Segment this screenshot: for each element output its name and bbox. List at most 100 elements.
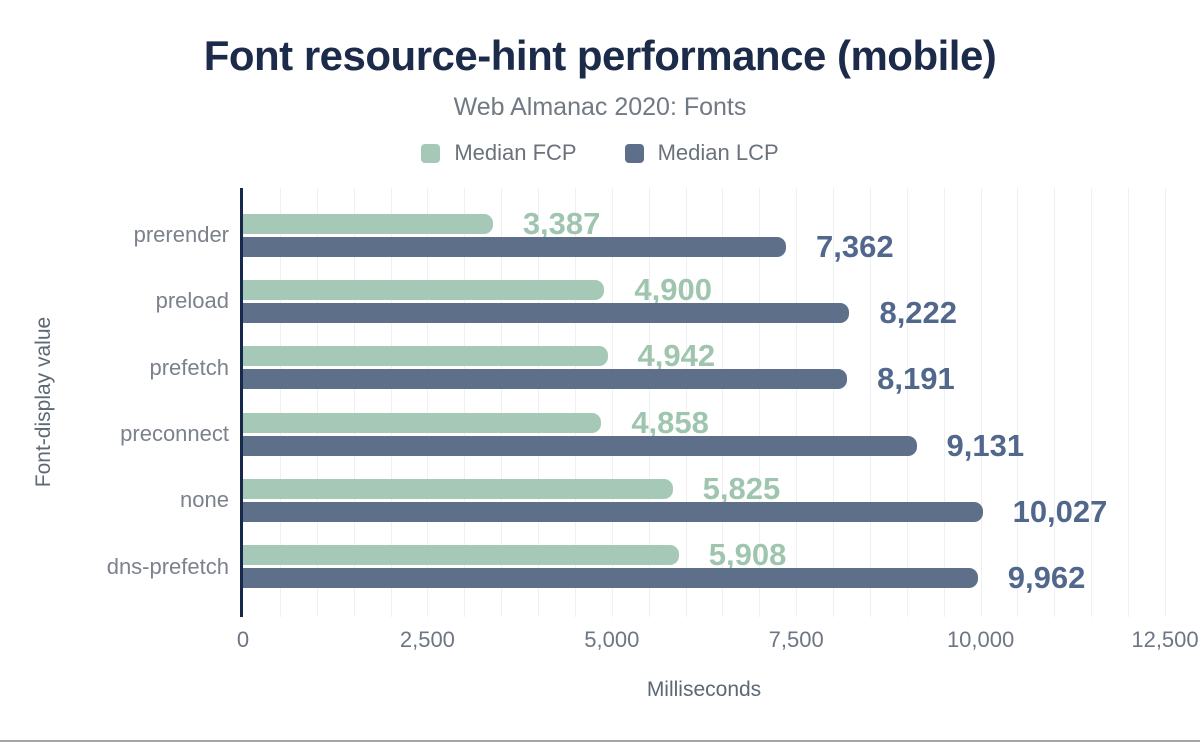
gridline — [943, 188, 945, 617]
chart-subtitle: Web Almanac 2020: Fonts — [453, 93, 747, 121]
value-label: 5,825 — [702, 470, 781, 506]
value-label: 9,962 — [1007, 560, 1086, 596]
gridline — [1091, 188, 1093, 617]
value-label: 7,362 — [816, 228, 894, 264]
bar-pair: 3,387 7,362 — [243, 206, 1165, 264]
bar-rows: prerender 3,387 7,362 preload 4,900 8,222 pref… — [107, 188, 1165, 617]
category-label: prefetch — [149, 354, 230, 380]
bar-track: 5,908 — [243, 537, 1165, 572]
gridline — [722, 188, 724, 617]
x-tick-label: 7,500 — [768, 627, 824, 652]
legend-label-fcp: Median FCP — [454, 140, 577, 165]
bar-pair: 4,900 8,222 — [243, 272, 1165, 330]
value-label: 10,027 — [1012, 493, 1108, 529]
gridline — [1165, 188, 1166, 617]
bar-median-fcp[interactable] — [243, 213, 493, 234]
y-axis-line — [240, 188, 243, 617]
bar-track: 7,362 — [243, 229, 1165, 264]
value-label: 4,858 — [631, 404, 709, 440]
legend-item-median-lcp: Median LCP — [624, 140, 779, 166]
gridline — [869, 188, 871, 617]
bar-group-preload: preload 4,900 8,222 — [156, 268, 1165, 334]
value-label: 4,900 — [634, 271, 712, 307]
gridline — [833, 188, 835, 617]
bar-track: 9,962 — [243, 560, 1165, 595]
plot-area: prerender 3,387 7,362 preload 4,900 8,222 pref… — [107, 188, 1166, 617]
gridline — [538, 188, 540, 617]
bar-median-lcp[interactable] — [243, 369, 848, 390]
gridline — [279, 188, 281, 617]
gridline — [464, 188, 466, 617]
gridline — [501, 188, 503, 617]
category-label: dns-prefetch — [106, 553, 229, 579]
bar-median-lcp[interactable] — [243, 302, 850, 323]
bar-median-lcp[interactable] — [243, 501, 983, 522]
value-label: 8,222 — [879, 294, 958, 330]
gridline — [611, 188, 613, 617]
bar-track: 10,027 — [243, 494, 1165, 529]
gridline — [906, 188, 908, 617]
bar-track: 3,387 — [243, 206, 1165, 241]
gridline — [759, 188, 761, 617]
category-label: prerender — [133, 222, 229, 248]
legend-label-lcp: Median LCP — [657, 140, 779, 165]
value-label: 9,131 — [946, 427, 1025, 463]
bar-group-dns-prefetch: dns-prefetch 5,908 9,962 — [107, 534, 1165, 600]
bar-median-fcp[interactable] — [243, 412, 602, 433]
y-axis-title: Font-display value — [32, 316, 55, 488]
x-axis-ticks: 0 2,500 5,000 7,500 10,000 12,500 — [237, 627, 1199, 653]
x-tick-label: 2,500 — [399, 627, 455, 652]
bar-group-preconnect: preconnect 4,858 9,131 — [120, 401, 1165, 467]
bar-median-fcp[interactable] — [243, 478, 673, 499]
gridline — [685, 188, 687, 617]
gridline — [353, 188, 355, 617]
gridline — [1054, 188, 1056, 617]
gridline — [574, 188, 576, 617]
value-label: 3,387 — [522, 205, 601, 241]
gridline — [427, 188, 429, 617]
gridline — [648, 188, 650, 617]
category-label: preload — [155, 288, 229, 314]
gridline — [1128, 188, 1130, 617]
x-tick-label: 10,000 — [946, 627, 1015, 652]
bar-pair: 4,858 9,131 — [243, 405, 1165, 463]
x-axis-title: Milliseconds — [646, 678, 762, 701]
legend: Median FCP Median LCP — [0, 140, 1200, 166]
category-label: none — [180, 487, 229, 513]
gridline — [796, 188, 798, 617]
bar-track: 4,900 — [243, 272, 1165, 307]
bar-track: 9,131 — [243, 428, 1165, 463]
value-label: 5,908 — [708, 537, 787, 573]
bar-median-fcp[interactable] — [243, 279, 605, 300]
gridline — [390, 188, 392, 617]
bar-group-none: none 5,825 10,027 — [180, 467, 1165, 533]
gridline — [316, 188, 318, 617]
bar-median-lcp[interactable] — [243, 568, 978, 589]
bar-median-lcp[interactable] — [243, 435, 917, 456]
bar-group-prefetch: prefetch 4,942 8,191 — [150, 335, 1165, 401]
value-label: 4,942 — [637, 338, 716, 374]
legend-swatch-lcp — [624, 143, 644, 163]
x-tick-label: 12,500 — [1131, 627, 1199, 652]
bar-track: 8,191 — [243, 361, 1165, 396]
bar-median-fcp[interactable] — [243, 545, 679, 566]
bar-track: 4,858 — [243, 405, 1165, 440]
value-label: 8,191 — [877, 361, 955, 397]
bar-pair: 5,908 9,962 — [243, 537, 1165, 595]
bar-group-prerender: prerender 3,387 7,362 — [134, 202, 1165, 268]
legend-swatch-fcp — [421, 143, 441, 163]
bar-pair: 4,942 8,191 — [243, 338, 1165, 396]
x-tick-label: 5,000 — [584, 627, 640, 652]
bar-track: 4,942 — [243, 338, 1165, 373]
bar-median-fcp[interactable] — [243, 346, 608, 367]
legend-item-median-fcp: Median FCP — [421, 140, 577, 166]
bar-pair: 5,825 10,027 — [243, 471, 1165, 529]
category-label: preconnect — [120, 421, 229, 447]
bar-track: 5,825 — [243, 471, 1165, 506]
bar-track: 8,222 — [243, 295, 1165, 330]
gridline — [1017, 188, 1019, 617]
x-tick-label: 0 — [236, 627, 250, 652]
chart-title: Font resource-hint performance (mobile) — [203, 32, 997, 79]
bar-median-lcp[interactable] — [243, 236, 787, 257]
